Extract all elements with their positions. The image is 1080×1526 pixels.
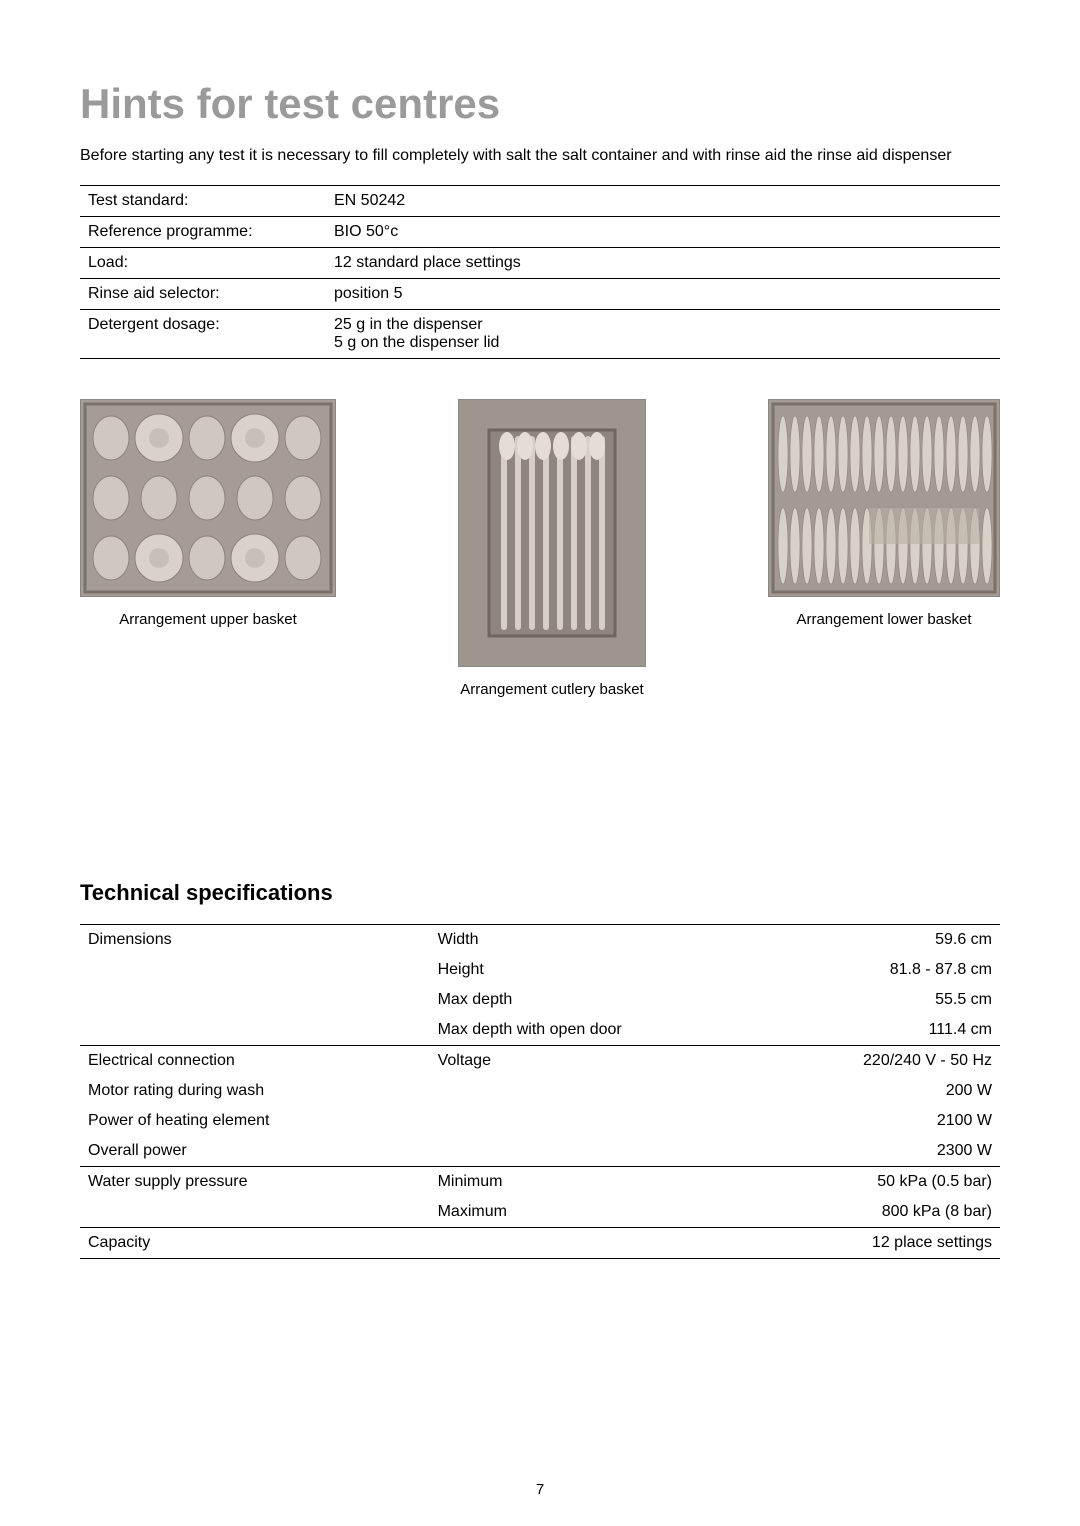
spec-col3: 220/240 V - 50 Hz bbox=[706, 1046, 1000, 1077]
specs-table: DimensionsWidth59.6 cmHeight81.8 - 87.8 … bbox=[80, 924, 1000, 1259]
spec-col3: 800 kPa (8 bar) bbox=[706, 1197, 1000, 1228]
spec-col2 bbox=[430, 1106, 706, 1136]
spec-col1 bbox=[80, 985, 430, 1015]
figure: Arrangement lower basket bbox=[768, 399, 1000, 698]
spec-col3: 200 W bbox=[706, 1076, 1000, 1106]
table-row: DimensionsWidth59.6 cm bbox=[80, 925, 1000, 956]
table-row: Capacity 12 place settings bbox=[80, 1228, 1000, 1259]
figure: Arrangement upper basket bbox=[80, 399, 336, 698]
spec-col2: Max depth with open door bbox=[430, 1015, 706, 1046]
spec-col1 bbox=[80, 1015, 430, 1046]
intro-text: Before starting any test it is necessary… bbox=[80, 146, 1000, 167]
spec-col3: 12 place settings bbox=[706, 1228, 1000, 1259]
figure-caption: Arrangement cutlery basket bbox=[460, 681, 643, 698]
table-row: Detergent dosage:25 g in the dispenser 5… bbox=[80, 309, 1000, 358]
page: Hints for test centres Before starting a… bbox=[0, 0, 1080, 1526]
table-row: Motor rating during wash 200 W bbox=[80, 1076, 1000, 1106]
table-row: Overall power 2300 W bbox=[80, 1136, 1000, 1167]
table-row: Reference programme:BIO 50°c bbox=[80, 216, 1000, 247]
hints-value: EN 50242 bbox=[326, 185, 1000, 216]
figure-image bbox=[458, 399, 646, 667]
tech-spec-heading: Technical specifications bbox=[80, 880, 1000, 906]
table-row: Max depth55.5 cm bbox=[80, 985, 1000, 1015]
spec-col2 bbox=[430, 1076, 706, 1106]
spec-col2: Maximum bbox=[430, 1197, 706, 1228]
table-row: Power of heating element 2100 W bbox=[80, 1106, 1000, 1136]
figure-image bbox=[768, 399, 1000, 597]
figure-caption: Arrangement lower basket bbox=[796, 611, 971, 628]
table-row: Maximum800 kPa (8 bar) bbox=[80, 1197, 1000, 1228]
hints-label: Detergent dosage: bbox=[80, 309, 326, 358]
spec-col2 bbox=[430, 1136, 706, 1167]
spec-col1: Power of heating element bbox=[80, 1106, 430, 1136]
spec-col1 bbox=[80, 955, 430, 985]
hints-label: Reference programme: bbox=[80, 216, 326, 247]
spec-col1: Motor rating during wash bbox=[80, 1076, 430, 1106]
figures-row: Arrangement upper basket Arrangement cutl… bbox=[80, 399, 1000, 698]
spec-col3: 2100 W bbox=[706, 1106, 1000, 1136]
hints-table: Test standard:EN 50242Reference programm… bbox=[80, 185, 1000, 359]
spec-col3: 111.4 cm bbox=[706, 1015, 1000, 1046]
page-title: Hints for test centres bbox=[80, 80, 1000, 128]
hints-value: 12 standard place settings bbox=[326, 247, 1000, 278]
figure-caption: Arrangement upper basket bbox=[119, 611, 297, 628]
table-row: Height81.8 - 87.8 cm bbox=[80, 955, 1000, 985]
table-row: Water supply pressureMinimum50 kPa (0.5 … bbox=[80, 1167, 1000, 1198]
spec-col1 bbox=[80, 1197, 430, 1228]
spec-col1: Electrical connection bbox=[80, 1046, 430, 1077]
spec-col3: 50 kPa (0.5 bar) bbox=[706, 1167, 1000, 1198]
spec-col1: Water supply pressure bbox=[80, 1167, 430, 1198]
page-number: 7 bbox=[0, 1481, 1080, 1498]
spec-col1: Capacity bbox=[80, 1228, 430, 1259]
table-row: Max depth with open door111.4 cm bbox=[80, 1015, 1000, 1046]
tech-spec-section: Technical specifications DimensionsWidth… bbox=[80, 880, 1000, 1259]
hints-value: BIO 50°c bbox=[326, 216, 1000, 247]
table-row: Load:12 standard place settings bbox=[80, 247, 1000, 278]
hints-value: 25 g in the dispenser 5 g on the dispens… bbox=[326, 309, 1000, 358]
spec-col3: 2300 W bbox=[706, 1136, 1000, 1167]
spec-col3: 81.8 - 87.8 cm bbox=[706, 955, 1000, 985]
spec-col2: Minimum bbox=[430, 1167, 706, 1198]
spec-col1: Dimensions bbox=[80, 925, 430, 956]
spec-col1: Overall power bbox=[80, 1136, 430, 1167]
hints-label: Load: bbox=[80, 247, 326, 278]
spec-col2: Voltage bbox=[430, 1046, 706, 1077]
hints-value: position 5 bbox=[326, 278, 1000, 309]
spec-col3: 55.5 cm bbox=[706, 985, 1000, 1015]
table-row: Rinse aid selector:position 5 bbox=[80, 278, 1000, 309]
figure-image bbox=[80, 399, 336, 597]
hints-label: Test standard: bbox=[80, 185, 326, 216]
spec-col2 bbox=[430, 1228, 706, 1259]
table-row: Electrical connectionVoltage220/240 V - … bbox=[80, 1046, 1000, 1077]
hints-label: Rinse aid selector: bbox=[80, 278, 326, 309]
spec-col2: Width bbox=[430, 925, 706, 956]
figure: Arrangement cutlery basket bbox=[458, 399, 646, 698]
spec-col2: Max depth bbox=[430, 985, 706, 1015]
spec-col3: 59.6 cm bbox=[706, 925, 1000, 956]
table-row: Test standard:EN 50242 bbox=[80, 185, 1000, 216]
spec-col2: Height bbox=[430, 955, 706, 985]
